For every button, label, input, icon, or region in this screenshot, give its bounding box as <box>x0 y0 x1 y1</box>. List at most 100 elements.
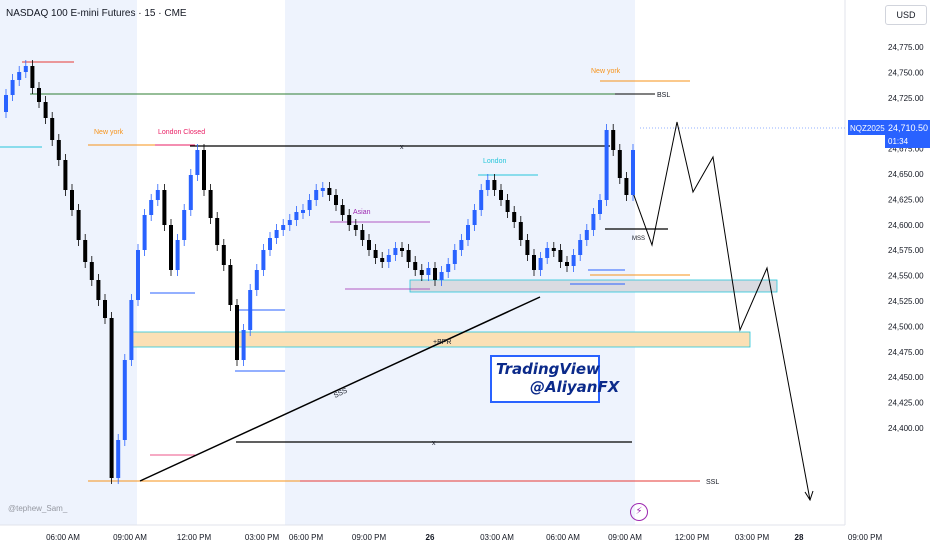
candle-body <box>30 66 35 88</box>
y-tick-label: 24,550.00 <box>888 272 924 281</box>
x-tick-label: 09:00 PM <box>848 533 883 542</box>
candle-body <box>37 88 41 102</box>
brand-box: TradingView @AliyanFX <box>490 355 619 403</box>
brand-line-2: @AliyanFX <box>530 378 620 396</box>
y-tick-label: 24,600.00 <box>888 221 924 230</box>
x-tick-label: 09:00 AM <box>113 533 147 542</box>
y-tick-label: 24,575.00 <box>888 246 924 255</box>
candle-body <box>380 258 385 262</box>
annotation-asian: Asian <box>353 209 371 216</box>
candle-body <box>103 300 107 318</box>
candle-body <box>598 200 602 214</box>
x-tick-label: 12:00 PM <box>177 533 212 542</box>
x-tick-label: 09:00 PM <box>352 533 387 542</box>
candle-body <box>76 210 81 240</box>
candle-body <box>512 212 517 222</box>
candle-body <box>56 140 61 160</box>
annotation-newyork-1: New york <box>94 129 124 136</box>
candle-body <box>116 440 121 478</box>
projection-arrow-head <box>804 490 814 502</box>
y-tick-label: 24,650.00 <box>888 170 924 179</box>
candle-body <box>50 118 55 140</box>
lightning-icon[interactable]: ⚡ <box>630 503 648 521</box>
y-tick-label: 24,500.00 <box>888 322 924 331</box>
candle-body <box>452 250 457 264</box>
candle-body <box>307 200 312 210</box>
candle-body <box>83 240 88 262</box>
x-tick-label: 09:00 AM <box>608 533 642 542</box>
price-tag-price-bg <box>885 120 930 148</box>
candle-body <box>182 210 187 240</box>
candle-body <box>89 262 94 280</box>
candle-body <box>208 190 213 218</box>
x-tick-label: 03:00 PM <box>245 533 280 542</box>
candle-body <box>472 210 477 225</box>
candle-body <box>43 102 48 118</box>
candle-body <box>617 150 622 178</box>
x-tick-label: 06:00 AM <box>546 533 580 542</box>
annotation-london: London <box>483 158 506 165</box>
candle-body <box>485 180 490 190</box>
candle-body <box>254 270 259 290</box>
candle-body <box>367 240 371 250</box>
candle-body <box>360 230 365 240</box>
candle-body <box>215 218 220 245</box>
candle-body <box>248 290 253 330</box>
candle-body <box>281 225 286 230</box>
candle-body <box>202 150 206 190</box>
candle-body <box>228 265 233 305</box>
chart-title: NASDAQ 100 E-mini Futures · 15 · CME <box>6 8 187 19</box>
candle-body <box>63 160 68 190</box>
currency-button[interactable]: USD <box>885 5 927 25</box>
candle-body <box>241 330 246 360</box>
candle-body <box>538 258 543 270</box>
y-tick-label: 24,525.00 <box>888 297 924 306</box>
y-tick-label: 24,775.00 <box>888 43 924 52</box>
candle-body <box>10 80 15 95</box>
candle-body <box>175 240 180 270</box>
candle-body <box>195 150 200 175</box>
candle-body <box>525 240 530 255</box>
candle-body <box>347 215 352 225</box>
brand-line-1: TradingView <box>496 360 600 378</box>
candle-body <box>545 248 550 258</box>
candle-body <box>624 178 629 195</box>
candle-body <box>558 250 563 262</box>
candle-body <box>505 200 510 212</box>
candle-body <box>235 305 239 360</box>
candle-body <box>406 250 411 262</box>
candle-body <box>611 130 616 150</box>
candle-body <box>301 210 305 213</box>
candle-body <box>4 95 8 112</box>
annotation-newyork-2: New york <box>591 68 621 75</box>
x-tick-label: 06:00 PM <box>289 533 324 542</box>
candle-body <box>433 268 437 280</box>
x-tick-label: 28 <box>795 533 804 542</box>
candle-body <box>419 270 424 275</box>
price-tag-symbol: NQZ2025 <box>850 124 885 133</box>
candle-body <box>631 150 635 195</box>
candle-body <box>23 66 28 72</box>
candle-body <box>122 360 127 440</box>
candle-body <box>459 240 464 250</box>
annotation-bpr: +BPR <box>433 339 451 346</box>
candle-body <box>320 188 325 191</box>
candle-body <box>393 248 398 255</box>
y-tick-label: 24,750.00 <box>888 68 924 77</box>
candle-body <box>479 190 484 210</box>
y-tick-label: 24,475.00 <box>888 348 924 357</box>
candle-body <box>400 248 404 251</box>
x-tick-label: 06:00 AM <box>46 533 80 542</box>
candle-body <box>426 268 431 275</box>
x-tick-label: 26 <box>426 533 435 542</box>
candle-body <box>261 250 266 270</box>
y-tick-label: 24,625.00 <box>888 195 924 204</box>
y-tick-label: 24,400.00 <box>888 424 924 433</box>
candle-body <box>492 180 497 190</box>
price-tag-symbol-bg <box>848 120 885 135</box>
price-tag-price: 24,710.50 <box>888 123 928 133</box>
candle-body <box>70 190 74 210</box>
candle-body <box>149 200 154 215</box>
annotation-x1: x <box>400 144 404 151</box>
